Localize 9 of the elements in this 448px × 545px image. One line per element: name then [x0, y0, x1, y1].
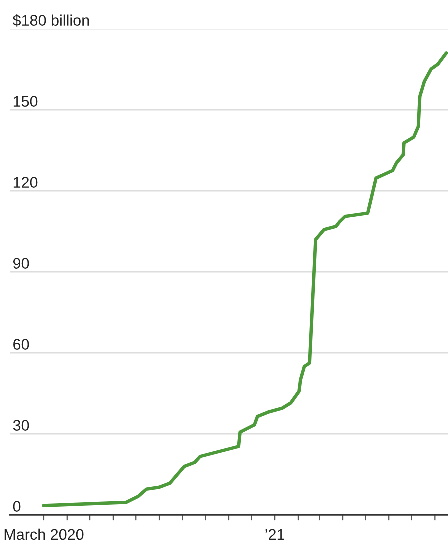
y-tick-label: $180 billion	[12, 14, 90, 27]
x-tick-label: March 2020	[4, 528, 84, 540]
y-tick-label: 60	[14, 339, 30, 350]
y-tick-label: 90	[13, 258, 30, 269]
y-tick-label: 150	[14, 96, 38, 107]
x-tick-label: ’21	[266, 529, 285, 540]
y-tick-label: 0	[13, 501, 21, 512]
y-tick-label: 30	[13, 420, 30, 431]
y-tick-label: 120	[14, 177, 38, 188]
